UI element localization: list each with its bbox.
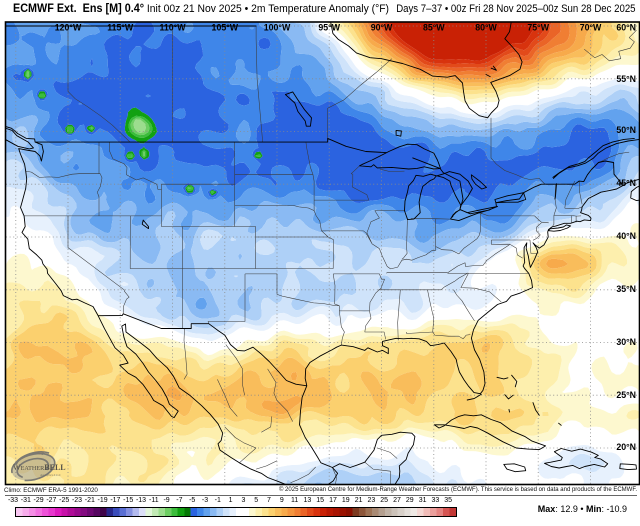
svg-text:35°N: 35°N	[616, 284, 636, 294]
svg-text:85°W: 85°W	[423, 23, 445, 33]
svg-text:40°N: 40°N	[616, 231, 636, 241]
svg-text:120°W: 120°W	[55, 23, 82, 33]
svg-text:95°W: 95°W	[318, 23, 340, 33]
svg-text:75°W: 75°W	[527, 23, 549, 33]
svg-text:25°N: 25°N	[616, 390, 636, 400]
svg-text:105°W: 105°W	[212, 23, 239, 33]
svg-text:70°W: 70°W	[580, 23, 602, 33]
svg-text:100°W: 100°W	[264, 23, 291, 33]
svg-text:45°N: 45°N	[616, 178, 636, 188]
svg-text:115°W: 115°W	[107, 23, 134, 33]
svg-text:60°N: 60°N	[616, 23, 636, 33]
svg-text:90°W: 90°W	[371, 23, 393, 33]
svg-text:55°N: 55°N	[616, 74, 636, 84]
svg-text:110°W: 110°W	[159, 23, 186, 33]
svg-text:50°N: 50°N	[616, 125, 636, 135]
svg-text:20°N: 20°N	[616, 442, 636, 452]
svg-text:WEATHERBELL: WEATHERBELL	[13, 463, 66, 472]
svg-text:30°N: 30°N	[616, 337, 636, 347]
svg-text:Analytics LLC: Analytics LLC	[40, 473, 62, 477]
svg-text:80°W: 80°W	[475, 23, 497, 33]
